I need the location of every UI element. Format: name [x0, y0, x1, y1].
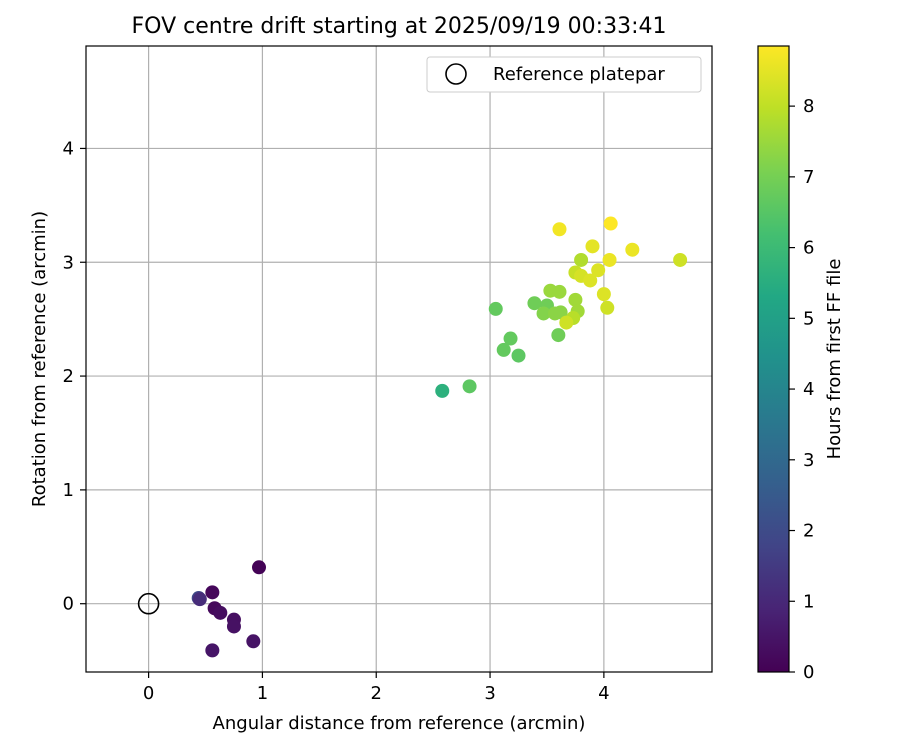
- colorbar-tick-label: 4: [803, 379, 814, 400]
- data-point: [673, 252, 688, 267]
- colorbar-tick-label: 2: [803, 521, 814, 542]
- grid: [86, 46, 712, 672]
- colorbar-tick-label: 6: [803, 238, 814, 259]
- x-tick-label: 1: [257, 683, 268, 704]
- data-point: [625, 242, 640, 257]
- data-point: [574, 252, 589, 267]
- legend-marker: [445, 63, 467, 85]
- data-point: [552, 222, 567, 237]
- data-point: [527, 296, 542, 311]
- data-point: [591, 263, 606, 278]
- data-point: [585, 239, 600, 254]
- colorbar-tick-label: 3: [803, 450, 814, 471]
- reference-platepar-marker: [137, 592, 160, 615]
- colorbar-tick-label: 7: [803, 167, 814, 188]
- data-point: [568, 292, 583, 307]
- data-point: [553, 305, 568, 320]
- y-axis-ticks: 0 1 2 3 4: [63, 138, 86, 615]
- x-tick-label: 3: [484, 683, 495, 704]
- data-point: [603, 216, 618, 231]
- y-tick-label: 0: [63, 594, 74, 615]
- data-point: [205, 643, 220, 658]
- plot-frame: [85, 45, 713, 673]
- x-axis-label: Angular distance from reference (arcmin): [213, 713, 586, 734]
- data-point: [462, 379, 477, 394]
- colorbar-ticks: 0 1 2 3 4 5 6 7 8: [789, 96, 814, 683]
- colorbar-tick-label: 1: [803, 591, 814, 612]
- data-point: [536, 306, 551, 321]
- data-point: [435, 383, 450, 398]
- y-tick-label: 1: [63, 480, 74, 501]
- data-point: [551, 328, 566, 343]
- data-point: [511, 348, 526, 363]
- y-tick-label: 2: [63, 366, 74, 387]
- data-point: [602, 252, 617, 267]
- data-point: [559, 315, 574, 330]
- legend-label: Reference platepar: [493, 64, 665, 85]
- x-tick-label: 0: [143, 683, 154, 704]
- data-point: [503, 331, 518, 346]
- data-point: [192, 592, 207, 607]
- colorbar-label: Hours from first FF file: [824, 259, 845, 460]
- data-point: [226, 619, 241, 634]
- y-tick-label: 4: [63, 138, 74, 159]
- data-point: [552, 284, 567, 299]
- chart-title: FOV centre drift starting at 2025/09/19 …: [132, 14, 667, 39]
- data-point: [488, 301, 503, 316]
- x-tick-label: 4: [598, 683, 609, 704]
- data-point: [246, 634, 261, 649]
- data-point: [600, 300, 615, 315]
- y-tick-label: 3: [63, 252, 74, 273]
- colorbar: [757, 45, 790, 673]
- colorbar-tick-label: 5: [803, 308, 814, 329]
- data-point: [583, 273, 598, 288]
- colorbar-tick-label: 8: [803, 96, 814, 117]
- legend: Reference platepar: [426, 56, 702, 93]
- y-axis-label: Rotation from reference (arcmin): [29, 211, 50, 507]
- x-axis-ticks: 0 1 2 3 4: [143, 672, 610, 704]
- data-points: [191, 216, 688, 658]
- colorbar-tick-label: 0: [803, 662, 814, 683]
- x-tick-label: 2: [371, 683, 382, 704]
- data-point: [252, 560, 267, 575]
- data-point: [213, 605, 228, 620]
- data-point: [596, 287, 611, 302]
- data-point: [205, 585, 220, 600]
- legend-box: [426, 56, 702, 93]
- data-point: [496, 342, 511, 357]
